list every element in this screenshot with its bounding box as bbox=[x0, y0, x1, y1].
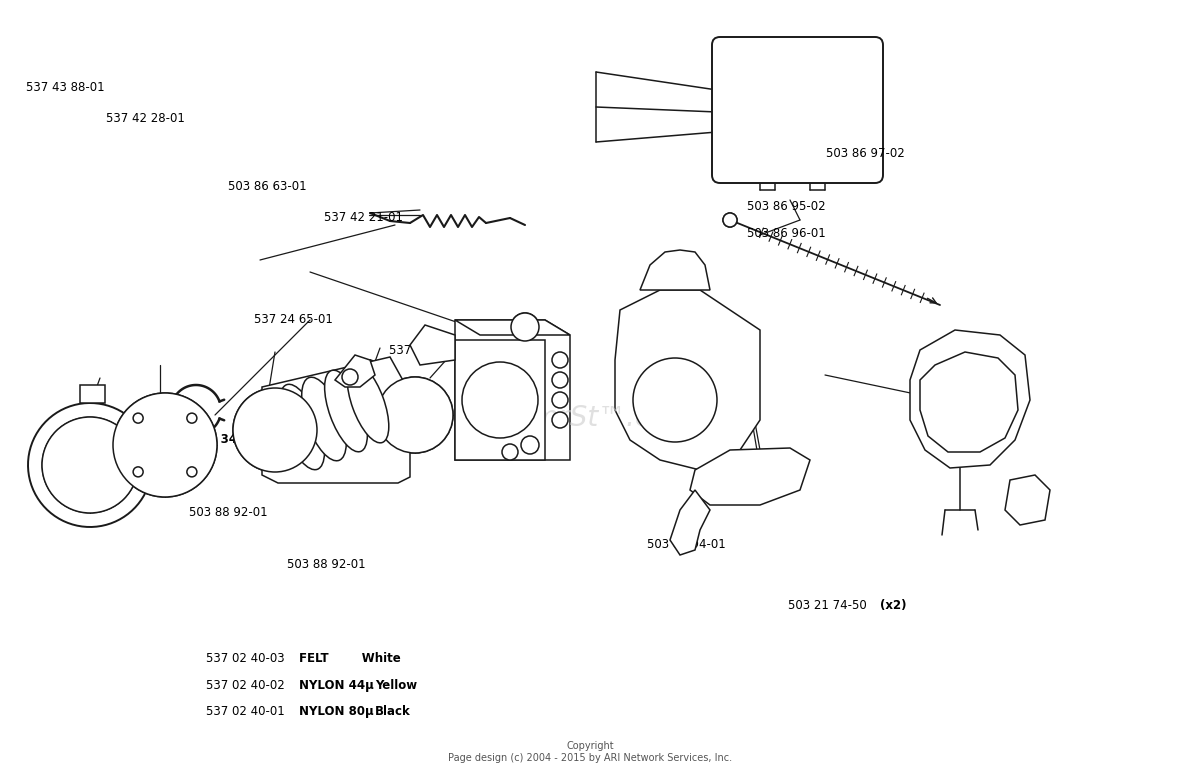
Text: 503 86 97-02: 503 86 97-02 bbox=[826, 147, 905, 160]
Text: FELT: FELT bbox=[299, 652, 333, 665]
Circle shape bbox=[552, 412, 568, 428]
Circle shape bbox=[113, 393, 217, 497]
Text: NYLON 80μ: NYLON 80μ bbox=[299, 705, 378, 718]
Polygon shape bbox=[455, 320, 570, 460]
Polygon shape bbox=[455, 320, 570, 335]
Text: 503 88 92-01: 503 88 92-01 bbox=[287, 558, 366, 571]
Circle shape bbox=[511, 313, 539, 341]
Polygon shape bbox=[455, 340, 545, 460]
Text: 537 43 88-01: 537 43 88-01 bbox=[26, 81, 105, 94]
Text: (x2): (x2) bbox=[880, 599, 906, 612]
Polygon shape bbox=[670, 490, 710, 555]
Text: NYLON 44μ: NYLON 44μ bbox=[299, 679, 378, 691]
Circle shape bbox=[42, 417, 138, 513]
Polygon shape bbox=[409, 325, 455, 365]
Circle shape bbox=[342, 369, 358, 385]
Polygon shape bbox=[1005, 475, 1050, 525]
Ellipse shape bbox=[347, 363, 388, 443]
Polygon shape bbox=[920, 352, 1018, 452]
Text: 537 02 40-01: 537 02 40-01 bbox=[206, 705, 289, 718]
Circle shape bbox=[376, 377, 453, 453]
FancyBboxPatch shape bbox=[712, 37, 883, 183]
Ellipse shape bbox=[324, 370, 367, 452]
Circle shape bbox=[463, 362, 538, 438]
Polygon shape bbox=[910, 330, 1030, 468]
Text: 503 86 63-01: 503 86 63-01 bbox=[228, 180, 307, 192]
Text: 503 88 92-01: 503 88 92-01 bbox=[189, 506, 268, 518]
Circle shape bbox=[232, 388, 317, 472]
Text: 503 86 94-01: 503 86 94-01 bbox=[647, 538, 726, 551]
Circle shape bbox=[133, 413, 143, 423]
Text: 537 02 40-03: 537 02 40-03 bbox=[206, 652, 289, 665]
Polygon shape bbox=[335, 355, 375, 387]
Circle shape bbox=[552, 352, 568, 368]
Text: 537 02 90-01: 537 02 90-01 bbox=[389, 344, 468, 357]
Circle shape bbox=[552, 392, 568, 408]
Circle shape bbox=[502, 444, 518, 460]
Circle shape bbox=[522, 436, 539, 454]
Polygon shape bbox=[80, 385, 105, 403]
Circle shape bbox=[552, 372, 568, 388]
Text: ARImrSt™.com: ARImrSt™.com bbox=[485, 404, 695, 432]
Text: 537 24 65-01: 537 24 65-01 bbox=[254, 313, 333, 325]
Ellipse shape bbox=[302, 377, 346, 461]
Text: 537 02 40-02: 537 02 40-02 bbox=[206, 679, 289, 691]
Text: 503 21 74-50: 503 21 74-50 bbox=[788, 599, 871, 612]
Polygon shape bbox=[615, 290, 760, 470]
Polygon shape bbox=[262, 357, 409, 483]
Ellipse shape bbox=[257, 393, 302, 478]
Circle shape bbox=[632, 358, 717, 442]
Circle shape bbox=[186, 467, 197, 477]
Circle shape bbox=[133, 467, 143, 477]
Text: 503 86 95-02: 503 86 95-02 bbox=[747, 200, 826, 213]
Text: 503 86 96-01: 503 86 96-01 bbox=[747, 227, 826, 239]
Text: (C3-EL32, 340e, 345e, 350): (C3-EL32, 340e, 345e, 350) bbox=[153, 433, 334, 446]
Text: Yellow: Yellow bbox=[375, 679, 418, 691]
Circle shape bbox=[723, 213, 738, 227]
Ellipse shape bbox=[280, 384, 324, 470]
Text: 537 42 28-01: 537 42 28-01 bbox=[106, 113, 185, 125]
Polygon shape bbox=[640, 250, 710, 290]
Text: Copyright
Page design (c) 2004 - 2015 by ARI Network Services, Inc.: Copyright Page design (c) 2004 - 2015 by… bbox=[448, 741, 732, 763]
Text: 503 28 32-10: 503 28 32-10 bbox=[61, 433, 144, 446]
Text: White: White bbox=[337, 652, 401, 665]
Polygon shape bbox=[690, 448, 809, 505]
Text: Black: Black bbox=[375, 705, 411, 718]
Circle shape bbox=[186, 413, 197, 423]
Text: 537 42 21-01: 537 42 21-01 bbox=[324, 211, 404, 224]
